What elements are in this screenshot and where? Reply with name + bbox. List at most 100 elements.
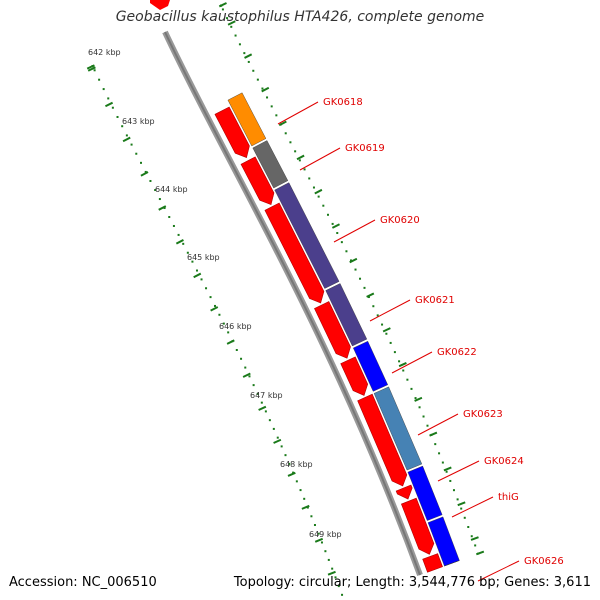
tick-dot-outer [463, 516, 466, 519]
tick-dot-outer [474, 544, 477, 547]
gene-block-gk0618 [227, 92, 267, 147]
tick-mark-inner [140, 171, 149, 177]
label-leader-line [299, 147, 341, 171]
label-leader-line [477, 560, 520, 582]
tick-dot-outer [381, 323, 384, 326]
gene-label-gk0621[interactable]: GK0621 [415, 295, 455, 306]
tick-dot-inner [306, 506, 309, 509]
tick-mark-inner [210, 306, 219, 312]
tick-dot-inner [213, 304, 216, 307]
tick-dot-outer [410, 387, 413, 390]
tick-dot-outer [303, 168, 306, 171]
tick-dot-outer [317, 195, 320, 198]
tick-dot-outer [238, 43, 241, 46]
tick-dot-inner [256, 392, 259, 395]
tick-dot-inner [235, 348, 238, 351]
tick-dot-outer [266, 96, 269, 99]
tick-dot-inner [303, 497, 306, 500]
tick-mark-inner [193, 272, 202, 279]
tick-mark-outer [218, 2, 227, 8]
tick-label-649: 649 kbp [309, 530, 342, 539]
tick-mark-outer [296, 154, 305, 161]
gene-label-gk0624[interactable]: GK0624 [484, 456, 524, 467]
tick-mark-outer [314, 188, 323, 195]
tick-mark-inner [314, 537, 324, 543]
gene-label-gk0618[interactable]: GK0618 [323, 97, 363, 108]
tick-dot-outer [221, 8, 224, 11]
tick-dot-inner [163, 207, 166, 210]
tick-dot-outer [270, 105, 273, 108]
tick-mark-outer [429, 431, 438, 437]
tick-mark-outer [475, 550, 485, 556]
gene-block-gk0620 [274, 182, 340, 289]
cds-arrow [240, 156, 275, 206]
gene-label-gk0626[interactable]: GK0626 [524, 556, 564, 567]
tick-dot-outer [252, 69, 255, 72]
tick-label-645: 645 kbp [187, 253, 220, 262]
map-title: Geobacillus kaustophilus HTA426, complet… [115, 9, 485, 25]
tick-mark-outer [349, 257, 358, 264]
tick-dot-inner [276, 436, 279, 439]
tick-mark-outer [382, 327, 391, 333]
tick-dot-outer [376, 314, 379, 317]
gene-label-gk0622[interactable]: GK0622 [437, 347, 477, 358]
tick-dot-inner [324, 550, 327, 553]
tick-dot-outer [418, 406, 421, 409]
gene-block-gk0619 [252, 140, 289, 189]
genome-backbone [162, 30, 423, 577]
accession-text: Accession: NC_006510 [9, 575, 157, 590]
tick-dot-outer [438, 452, 441, 455]
tick-dot-inner [144, 170, 147, 173]
tick-dot-inner [121, 125, 124, 128]
tick-dot-outer [359, 277, 362, 280]
tick-mark-inner [327, 570, 336, 576]
tick-dot-outer [345, 250, 348, 253]
tick-dot-inner [116, 115, 119, 118]
tick-dot-inner [240, 357, 243, 360]
tick-dot-inner [125, 134, 128, 137]
tick-dot-outer [312, 186, 315, 189]
gene-label-gk0623[interactable]: GK0623 [463, 409, 503, 420]
tick-dot-outer [336, 232, 339, 235]
tick-dot-inner [310, 515, 313, 518]
label-leader-line [391, 351, 433, 374]
tick-dot-outer [449, 479, 452, 482]
tick-mark-inner [175, 239, 184, 245]
cds-arrow [264, 202, 325, 304]
tick-dot-inner [222, 322, 225, 325]
tick-dot-inner [135, 152, 138, 155]
tick-dot-inner [313, 524, 316, 527]
tick-mark-outer [457, 501, 466, 507]
tick-dot-outer [308, 177, 311, 180]
tick-dot-inner [177, 233, 180, 236]
tick-dot-inner [172, 224, 175, 227]
tick-dot-inner [107, 97, 110, 100]
tick-dot-outer [284, 132, 287, 135]
tick-mark-outer [261, 86, 270, 93]
tick-mark-outer [414, 396, 423, 402]
tick-dot-outer [340, 241, 343, 244]
tick-dot-inner [149, 179, 152, 182]
tick-mark-outer [278, 120, 287, 127]
tick-mark-inner [287, 471, 296, 477]
tick-dot-inner [264, 410, 267, 413]
tick-dot-outer [434, 443, 437, 446]
tick-dot-outer [230, 25, 233, 28]
label-leader-line [277, 101, 319, 125]
tick-dot-outer [441, 461, 444, 464]
tick-dot-inner [341, 593, 344, 596]
tick-mark-inner [158, 205, 167, 211]
tick-dot-outer [289, 141, 292, 144]
tick-dot-outer [261, 87, 264, 90]
gene-label-gk0620[interactable]: GK0620 [380, 215, 420, 226]
cds-arrow [314, 301, 351, 359]
tick-label-642: 642 kbp [88, 48, 121, 57]
gene-label-gk0619[interactable]: GK0619 [345, 143, 385, 154]
gene-label-thig[interactable]: thiG [498, 492, 519, 503]
genome-backbone-inner [164, 31, 421, 576]
tick-mark-outer [227, 20, 236, 26]
tick-mark-inner [258, 405, 267, 411]
tick-dot-inner [248, 375, 251, 378]
tick-dot-outer [326, 213, 329, 216]
